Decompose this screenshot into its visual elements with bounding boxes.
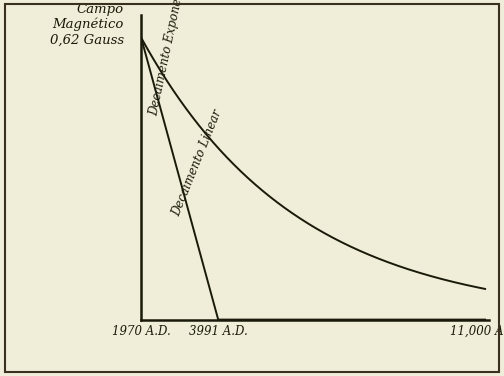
Text: Campo
Magnético
0,62 Gauss: Campo Magnético 0,62 Gauss: [49, 3, 124, 47]
Text: Decaimento Exponencial: Decaimento Exponencial: [147, 0, 191, 117]
Text: Decaimento Linear: Decaimento Linear: [170, 108, 224, 218]
